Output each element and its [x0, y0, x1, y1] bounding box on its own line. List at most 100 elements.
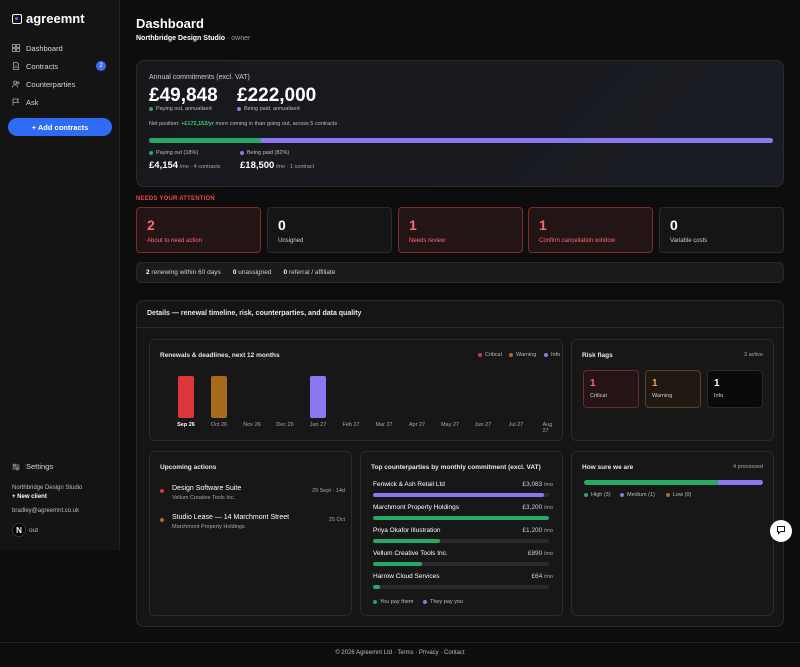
green-dot-icon	[149, 151, 153, 155]
counterparty-amount: £3,200 /mo	[522, 504, 553, 511]
month-label: Sep 26	[177, 422, 195, 428]
risk-label: Info	[714, 393, 724, 399]
paying-out-legend: Paying out, annualised	[149, 106, 212, 112]
risk-count: 1	[652, 378, 658, 389]
sidebar-item-contracts[interactable]: Contracts 2	[12, 59, 108, 73]
upcoming-item-title: Studio Lease — 14 Marchmont Street	[172, 514, 290, 521]
tile-unsigned[interactable]: 0 Unsigned	[267, 207, 392, 253]
upcoming-actions-card: Upcoming actions Design Software Suite V…	[149, 451, 352, 616]
org-name: Northbridge Design Studio	[136, 35, 226, 42]
month-label: Jun 27	[474, 422, 492, 428]
tile-confirm-cancellation[interactable]: 1 Confirm cancellation window	[528, 207, 653, 253]
app-logo[interactable]: agreemnt	[12, 11, 85, 26]
counterparty-bar	[373, 539, 440, 543]
risk-tile-critical[interactable]: 1 Critical	[583, 370, 639, 408]
document-icon	[12, 62, 20, 70]
tile-needs-review[interactable]: 1 Needs review	[398, 207, 523, 253]
renewal-bar[interactable]	[310, 376, 326, 418]
contracts-count-badge: 2	[96, 61, 106, 71]
upcoming-item-date: 29 Sept · 14d	[311, 488, 345, 494]
amount-detail: /mo · 1 contract	[274, 164, 315, 170]
counterparty-bar-track	[373, 493, 549, 497]
upcoming-item-title: Design Software Suite	[172, 485, 242, 492]
logout-link[interactable]: out	[29, 527, 39, 534]
legend-label: Being paid (82%)	[247, 150, 290, 156]
tile-variable-costs[interactable]: 0 Variable costs	[659, 207, 784, 253]
legend-medium: Medium (1)	[620, 492, 655, 498]
sidebar-item-counterparties[interactable]: Counterparties	[12, 77, 108, 91]
risk-active-count: 3 active	[744, 352, 763, 358]
purple-dot-icon	[620, 493, 624, 497]
legend-label: Critical	[485, 352, 502, 358]
processed-count: 4 processed	[733, 464, 763, 470]
sidebar-item-dashboard[interactable]: Dashboard	[12, 41, 108, 55]
user-role: · owner	[227, 35, 251, 42]
footer-divider	[0, 642, 800, 643]
sidebar-item-label: Counterparties	[26, 79, 76, 89]
purple-dot-icon	[544, 353, 548, 357]
counterparty-bar-track	[373, 562, 549, 566]
org-name: Northbridge Design Studio	[12, 485, 83, 491]
red-dot-icon	[478, 353, 482, 357]
renewal-bar[interactable]	[211, 376, 227, 418]
risk-count: 1	[590, 378, 596, 389]
counterparty-bar-track	[373, 539, 549, 543]
renewal-bar[interactable]	[178, 376, 194, 418]
commitments-split-bar	[149, 138, 773, 143]
footer[interactable]: © 2026 Agreemnt Ltd · Terms · Privacy · …	[335, 650, 465, 656]
critical-dot-icon	[160, 489, 164, 493]
green-dot-icon	[373, 600, 377, 604]
counterparty-bar	[373, 585, 381, 589]
risk-tile-info[interactable]: 1 Info	[707, 370, 763, 408]
tile-about-to-need-action[interactable]: 2 About to need action	[136, 207, 261, 253]
risk-tile-warning[interactable]: 1 Warning	[645, 370, 701, 408]
month-label: Mar 27	[375, 422, 393, 428]
counterparty-amount: £64 /mo	[531, 573, 553, 580]
counterparties-card: Top counterparties by monthly commitment…	[360, 451, 563, 616]
tile-count: 1	[539, 217, 547, 233]
counterparty-bar	[373, 516, 549, 520]
new-client-link[interactable]: + New client	[12, 494, 47, 500]
legend-label: High (3)	[591, 492, 611, 498]
purple-dot-icon	[237, 107, 241, 111]
commitments-label: Annual commitments (excl. VAT)	[149, 74, 250, 81]
counterparty-name: Vellum Creative Tools Inc.	[373, 550, 448, 557]
legend-label: Being paid, annualised	[244, 106, 300, 112]
paying-out-segment	[149, 138, 262, 143]
stat-referral[interactable]: 0 referral / affiliate	[284, 269, 336, 276]
settings-icon	[12, 463, 20, 471]
tile-count: 2	[147, 217, 155, 233]
month-label: May 27	[440, 422, 460, 428]
legend-info: Info	[544, 352, 560, 358]
upcoming-title: Upcoming actions	[160, 464, 217, 471]
stat-renewing[interactable]: 2 renewing within 60 days	[146, 269, 221, 276]
legend-label: Warning	[516, 352, 537, 358]
details-title[interactable]: Details — renewal timeline, risk, counte…	[147, 310, 362, 317]
risk-title: Risk flags	[582, 352, 613, 359]
tile-label: About to need action	[147, 238, 203, 244]
month-label: Nov 26	[243, 422, 261, 428]
upcoming-item-date: 25 Oct	[328, 517, 345, 523]
purple-dot-icon	[240, 151, 244, 155]
legend-label: They pay you	[430, 599, 464, 605]
flag-icon	[12, 98, 20, 106]
high-segment	[584, 480, 719, 485]
logo-icon	[12, 13, 22, 24]
stat-text: renewing within 60 days	[149, 269, 221, 276]
amber-dot-icon	[509, 353, 513, 357]
risk-label: Critical	[590, 393, 607, 399]
legend-label: Info	[551, 352, 561, 358]
stat-unassigned[interactable]: 0 unassigned	[233, 269, 272, 276]
tile-label: Unsigned	[278, 238, 304, 244]
page-subtitle: Northbridge Design Studio · owner	[136, 35, 250, 42]
sidebar-item-ask[interactable]: Ask	[12, 95, 108, 109]
legend-warning: Warning	[509, 352, 536, 358]
attention-heading: NEEDS YOUR ATTENTION	[136, 196, 215, 202]
avatar[interactable]: N	[12, 523, 26, 537]
add-contracts-button[interactable]: + Add contracts	[8, 118, 112, 136]
counterparties-title: Top counterparties by monthly commitment…	[371, 464, 541, 471]
paying-out-pct: Paying out (18%)	[149, 150, 198, 156]
counterparty-name: Fenwick & Ash Retail Ltd	[373, 481, 445, 488]
chat-button[interactable]	[770, 520, 792, 542]
settings-link[interactable]: Settings	[12, 462, 53, 471]
